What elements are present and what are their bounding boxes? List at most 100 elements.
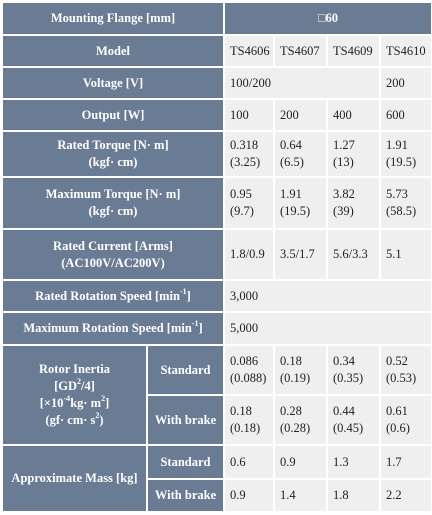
value-cell: 0.44 (0.45)	[326, 394, 381, 446]
row-label: Maximum Rotation Speed [min-1]	[1, 311, 225, 346]
value-line: 1.27	[333, 138, 355, 152]
value-cell: 600	[379, 98, 432, 132]
label-text: kg· m	[70, 396, 102, 410]
value-cell: 0.318 (3.25)	[223, 130, 275, 178]
value-cell: 0.61 (0.6)	[379, 394, 432, 446]
label-text: /4]	[81, 379, 95, 393]
value-cell: 1.27 (13)	[326, 130, 381, 178]
value-line: 0.18	[230, 404, 252, 418]
value-line: (0.28)	[280, 421, 311, 435]
value-line: (6.5)	[280, 155, 304, 169]
value-cell: 0.34 (0.35)	[326, 344, 381, 396]
value-line: 0.95	[230, 187, 252, 201]
value-line: 1.91	[386, 138, 408, 152]
value-cell: 200	[379, 66, 432, 100]
table-row: Rotor Inertia [GD2/4] [×10-4kg· m2] (gf· cm…	[1, 344, 432, 446]
label-line: [GD2/4]	[8, 378, 141, 395]
value-cell: 3,000	[223, 279, 432, 313]
table-row: Rated Torque [N· m] (kgf· cm) 0.318 (3.25) 0…	[1, 130, 432, 178]
label-line: Rated Torque [N· m]	[8, 137, 218, 154]
table-row: Maximum Torque [N· m] (kgf· cm) 0.95 (9.7) 1…	[1, 176, 432, 230]
value-cell: 0.086 (0.088)	[223, 344, 275, 396]
value-cell: 0.18 (0.19)	[273, 344, 328, 396]
label-line: [×10-4kg· m2]	[8, 395, 141, 412]
table-row: With brake 0.18 (0.18) 0.28 (0.28) 0.44 (0.45)…	[2, 394, 432, 446]
value-cell: 100/200	[223, 66, 381, 100]
value-cell: 100	[223, 98, 275, 132]
label-line: Rated Current [Arms]	[8, 238, 218, 255]
label-text: Rated Torque [N· m]	[57, 138, 169, 152]
label-text: ]	[105, 396, 110, 410]
value-cell: 1.3	[326, 444, 381, 480]
table-row: With brake 0.9 1.4 1.8 2.2	[2, 478, 432, 513]
row-label: Model	[1, 34, 225, 68]
value-line: 0.34	[333, 354, 355, 368]
value-cell: 0.9	[223, 478, 275, 513]
label-text: [×10	[39, 396, 64, 410]
superscript: 2	[101, 394, 106, 403]
value-line: (13)	[333, 155, 354, 169]
row-label: Rotor Inertia [GD2/4] [×10-4kg· m2] (gf· cm…	[1, 344, 148, 446]
label-text: Voltage [V]	[82, 75, 144, 90]
label-line: (gf· cm· s2)	[8, 412, 141, 429]
sub-label: With brake	[146, 478, 225, 513]
value-line: (0.088)	[230, 371, 267, 385]
value-cell: 400	[326, 98, 381, 132]
value-line: 3.82	[333, 187, 355, 201]
value-cell: 5.1	[379, 228, 432, 281]
superscript: -1	[179, 286, 187, 296]
table-row: Approximate Mass [kg] Standard 0.6 0.9 1.3 1.…	[1, 444, 432, 513]
table-row: Model TS4606 TS4607 TS4609 TS4610	[1, 34, 432, 68]
value-line: 0.44	[333, 404, 355, 418]
table-row: Maximum Rotation Speed [min-1] 5,000	[1, 311, 432, 346]
value-cell: 1.8	[326, 478, 381, 513]
label-line: Voltage [V]	[8, 75, 218, 92]
label-text: Maximum Rotation Speed [min	[23, 321, 192, 335]
value-cell: 0.9	[273, 444, 328, 480]
row-label: Rated Current [Arms] (AC100V/AC200V)	[1, 228, 225, 281]
sub-label: With brake	[146, 394, 225, 446]
value-cell: 5.73 (58.5)	[379, 176, 432, 230]
label-text: ]	[186, 288, 191, 303]
value-line: 1.91	[280, 187, 302, 201]
value-line: (0.35)	[333, 371, 364, 385]
superscript: -1	[191, 319, 199, 328]
value-cell: 3.5/1.7	[273, 228, 328, 281]
table-row: Voltage [V] 100/200 200	[1, 66, 432, 100]
label-text: (kgf· cm)	[88, 204, 138, 218]
value-line: (19.5)	[386, 155, 417, 169]
label-line: Approximate Mass [kg]	[8, 470, 141, 487]
label-text: (gf· cm· s	[45, 413, 96, 427]
row-label: Voltage [V]	[1, 66, 225, 100]
row-label: Output [W]	[1, 98, 225, 132]
value-line: (0.45)	[333, 421, 364, 435]
table-row: Mounting Flange [mm] □60	[1, 1, 432, 36]
value-cell: TS4607	[273, 34, 328, 68]
value-line: 0.52	[386, 354, 408, 368]
label-text: Rotor Inertia	[39, 362, 110, 376]
row-label: Rated Torque [N· m] (kgf· cm)	[1, 130, 225, 178]
label-line: (kgf· cm)	[8, 203, 218, 220]
label-text: (kgf· cm)	[88, 155, 138, 169]
value-line: (0.19)	[280, 371, 311, 385]
value-line: 5.73	[386, 187, 408, 201]
sub-label: Standard	[146, 444, 225, 480]
value-line: (58.5)	[386, 204, 417, 218]
superscript: -4	[63, 394, 71, 403]
label-text: ]	[198, 321, 203, 335]
value-cell: 0.64 (6.5)	[273, 130, 328, 178]
value-cell: 1.7	[379, 444, 432, 480]
value-cell: 0.18 (0.18)	[223, 394, 275, 446]
table-row: Rated Current [Arms] (AC100V/AC200V) 1.8/0…	[1, 228, 432, 281]
row-label: Rated Rotation Speed [min-1]	[1, 279, 225, 313]
value-cell: 0.6	[223, 444, 275, 480]
label-text: Output [W]	[81, 107, 145, 122]
sub-label: Standard	[146, 344, 225, 396]
value-cell: 0.28 (0.28)	[273, 394, 328, 446]
row-label: Approximate Mass [kg]	[1, 444, 148, 513]
value-line: (9.7)	[230, 204, 254, 218]
label-line: (AC100V/AC200V)	[8, 255, 218, 272]
value-cell: 5.6/3.3	[326, 228, 381, 281]
label-text: Maximum Torque [N· m]	[45, 187, 181, 201]
